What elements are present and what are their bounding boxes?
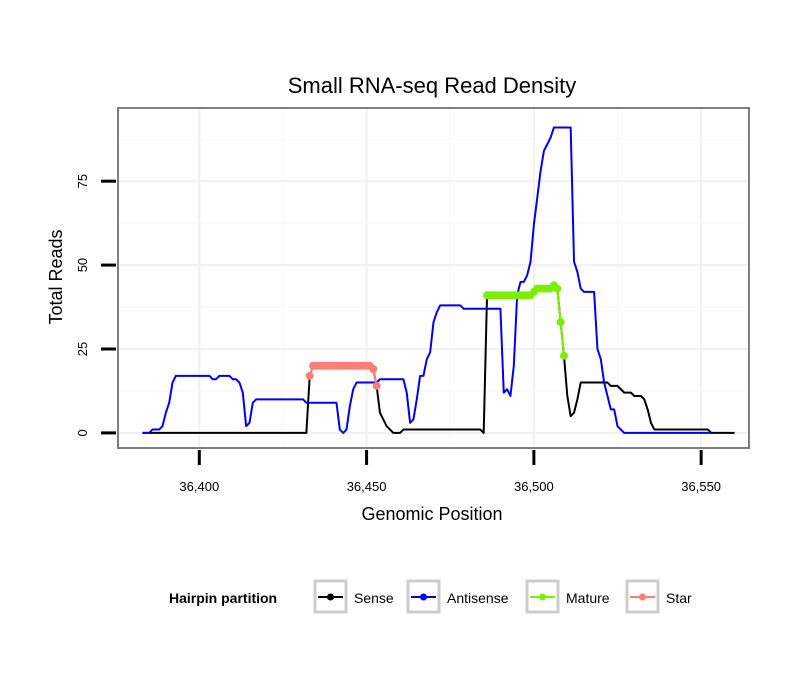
y-tick-label: 25	[75, 342, 90, 356]
x-tick-label: 36,450	[347, 479, 387, 494]
y-tick-label: 50	[75, 258, 90, 272]
plot-panel	[118, 108, 749, 448]
y-axis-label: Total Reads	[46, 229, 66, 324]
legend-entries: Sense Antisense Mature Star	[313, 579, 692, 614]
legend-key-point	[420, 593, 427, 601]
series-point-mature	[553, 284, 562, 293]
legend-label: Mature	[566, 590, 610, 606]
legend-title: Hairpin partition	[169, 590, 277, 606]
series-point-star	[305, 371, 314, 380]
legend-entry-mature: Mature	[525, 579, 610, 614]
x-tick-label: 36,500	[514, 479, 554, 494]
legend-label: Antisense	[447, 590, 509, 606]
series-point-mature	[559, 351, 568, 360]
series-point-star	[369, 365, 378, 374]
x-tick-label: 36,400	[179, 479, 219, 494]
legend-label: Star	[666, 590, 692, 606]
legend-key-point	[539, 593, 546, 601]
legend-key-point	[327, 593, 334, 601]
legend-entry-star: Star	[625, 579, 692, 614]
legend-key-point	[639, 593, 646, 601]
legend: Hairpin partition Sense Antisense Mature St…	[169, 579, 692, 614]
y-axis: 0 25 50 75	[75, 174, 116, 437]
x-axis-label: Genomic Position	[361, 504, 502, 524]
x-tick-label: 36,550	[681, 479, 721, 494]
plot-border	[117, 107, 750, 449]
plot-area	[117, 107, 750, 449]
series-point-star	[372, 381, 381, 390]
chart-title: Small RNA-seq Read Density	[288, 73, 577, 98]
y-tick-label: 75	[75, 174, 90, 188]
x-axis: 36,400 36,450 36,500 36,550	[179, 450, 721, 494]
series-layer	[142, 126, 735, 434]
legend-entry-antisense: Antisense	[406, 579, 509, 614]
series-line-antisense	[142, 126, 712, 434]
legend-label: Sense	[354, 590, 394, 606]
legend-entry-sense: Sense	[313, 579, 394, 614]
y-tick-label: 0	[75, 429, 90, 436]
series-point-mature	[556, 318, 565, 327]
